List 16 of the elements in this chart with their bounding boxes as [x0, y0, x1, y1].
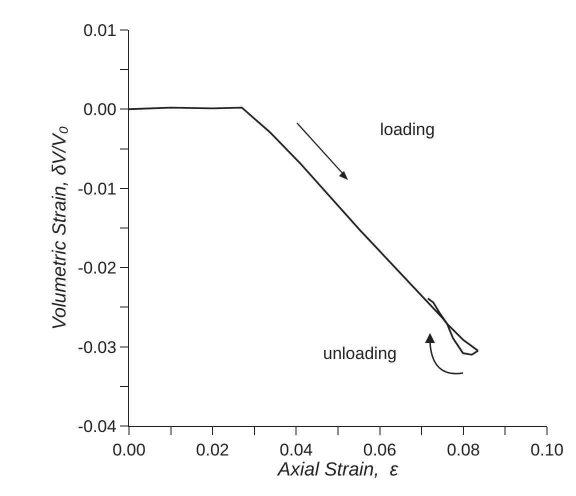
x-tick-label: 0.04	[280, 440, 313, 460]
y-tick-label: -0.04	[78, 416, 116, 436]
x-tick-label: 0.02	[196, 440, 230, 460]
annotation: loading	[380, 120, 435, 139]
y-tick-label: -0.01	[78, 179, 116, 198]
y-tick-label: -0.03	[78, 338, 116, 357]
x-tick-label: 0.08	[446, 440, 480, 460]
x-tick-label: 0.06	[363, 440, 396, 460]
y-axis-title: Volumetric Strain, δV/V₀	[50, 126, 71, 330]
y-tick-label: 0.01	[83, 20, 116, 40]
x-tick-label: 0.10	[530, 440, 564, 460]
x-tick-label: 0.00	[112, 440, 146, 460]
x-axis-title: Axial Strain, ε	[276, 460, 399, 481]
y-tick-label: 0.00	[83, 100, 116, 120]
y-tick-label: -0.02	[78, 258, 116, 278]
annotation: unloading	[323, 344, 397, 363]
